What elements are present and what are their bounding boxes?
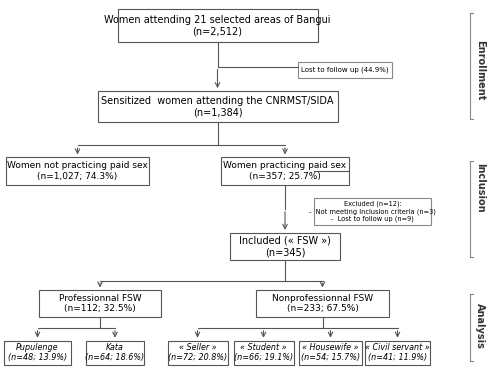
FancyBboxPatch shape xyxy=(230,233,340,261)
FancyBboxPatch shape xyxy=(168,341,228,364)
FancyBboxPatch shape xyxy=(118,9,318,42)
FancyBboxPatch shape xyxy=(234,341,294,364)
Text: Pupulenge
(n=48; 13.9%): Pupulenge (n=48; 13.9%) xyxy=(8,343,67,362)
FancyBboxPatch shape xyxy=(298,62,392,78)
Text: Women practicing paid sex
(n=357; 25.7%): Women practicing paid sex (n=357; 25.7%) xyxy=(224,162,346,181)
FancyBboxPatch shape xyxy=(256,290,389,317)
Text: « Housewife »
(n=54; 15.7%): « Housewife » (n=54; 15.7%) xyxy=(301,343,360,362)
Text: Sensitized  women attending the CNRMST/SIDA
(n=1,384): Sensitized women attending the CNRMST/SI… xyxy=(101,96,334,117)
FancyBboxPatch shape xyxy=(365,341,430,364)
FancyBboxPatch shape xyxy=(6,158,149,185)
FancyBboxPatch shape xyxy=(86,341,144,364)
Text: Nonprofessionnal FSW
(n=233; 67.5%): Nonprofessionnal FSW (n=233; 67.5%) xyxy=(272,294,373,313)
FancyBboxPatch shape xyxy=(39,290,161,317)
FancyBboxPatch shape xyxy=(314,198,431,225)
Text: Included (« FSW »)
(n=345): Included (« FSW ») (n=345) xyxy=(239,236,331,257)
Text: Kata
(n=64; 18.6%): Kata (n=64; 18.6%) xyxy=(86,343,144,362)
Text: Women attending 21 selected areas of Bangui
(n=2,512): Women attending 21 selected areas of Ban… xyxy=(104,15,331,36)
Text: Women not practicing paid sex
(n=1,027; 74.3%): Women not practicing paid sex (n=1,027; … xyxy=(7,162,148,181)
Text: « Civil servant »
(n=41; 11.9%): « Civil servant » (n=41; 11.9%) xyxy=(365,343,430,362)
Text: « Student »
(n=66; 19.1%): « Student » (n=66; 19.1%) xyxy=(234,343,293,362)
Text: Excluded (n=12):
-  Not meeting inclusion criteria (n=3)
-  Lost to follow up (n: Excluded (n=12): - Not meeting inclusion… xyxy=(309,201,436,222)
FancyBboxPatch shape xyxy=(299,341,362,364)
Text: Inclusion: Inclusion xyxy=(475,163,485,212)
Text: « Seller »
(n=72; 20.8%): « Seller » (n=72; 20.8%) xyxy=(168,343,227,362)
Text: Professionnal FSW
(n=112; 32.5%): Professionnal FSW (n=112; 32.5%) xyxy=(58,294,142,313)
Text: Enrollment: Enrollment xyxy=(475,40,485,100)
Text: Analysis: Analysis xyxy=(475,303,485,348)
FancyBboxPatch shape xyxy=(4,341,71,364)
Text: Lost to follow up (44.9%): Lost to follow up (44.9%) xyxy=(301,67,389,73)
FancyBboxPatch shape xyxy=(98,91,338,122)
FancyBboxPatch shape xyxy=(221,158,349,185)
